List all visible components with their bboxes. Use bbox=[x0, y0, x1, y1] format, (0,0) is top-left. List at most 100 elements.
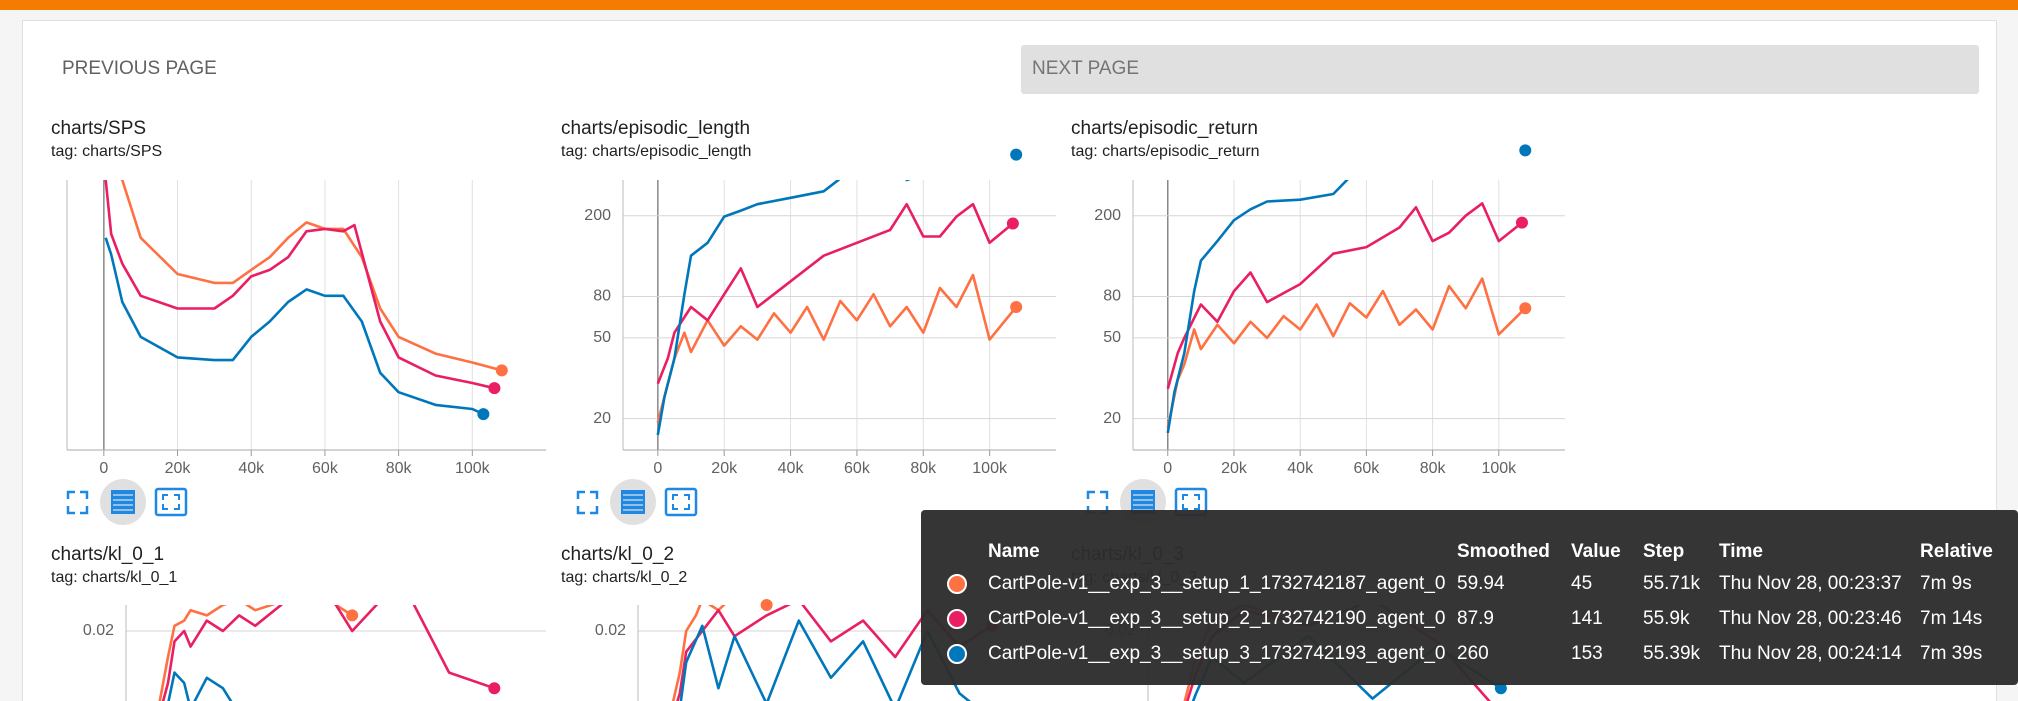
next-page-button[interactable] bbox=[1021, 45, 1979, 94]
tooltip-cell: CartPole-v1__exp_3__setup_1_1732742187_a… bbox=[988, 573, 1446, 594]
chart-title: charts/episodic_length bbox=[561, 118, 750, 139]
series-line bbox=[161, 605, 495, 701]
tooltip-cell: 45 bbox=[1571, 573, 1593, 594]
series-line bbox=[1166, 180, 1349, 434]
plot-lines bbox=[1166, 180, 1527, 434]
series-line bbox=[104, 237, 484, 416]
tooltip-header: Step bbox=[1643, 541, 1685, 562]
series-line bbox=[656, 202, 1014, 385]
y-tick-label: 80 bbox=[593, 288, 611, 305]
top-bar bbox=[0, 0, 2018, 10]
series-end-dot bbox=[1519, 144, 1532, 157]
tooltip-header: Smoothed bbox=[1457, 541, 1550, 562]
x-tick-label: 100k bbox=[455, 460, 491, 477]
x-tick-label: 60k bbox=[1353, 460, 1380, 477]
x-tick-label: 60k bbox=[312, 460, 339, 477]
fit-icon-corners bbox=[1182, 494, 1200, 510]
series-line bbox=[120, 180, 503, 372]
x-tick-label: 80k bbox=[386, 460, 413, 477]
y-tick-label: 50 bbox=[1103, 329, 1121, 346]
series-line bbox=[104, 180, 495, 390]
tooltip-header: Value bbox=[1571, 541, 1621, 562]
next-page-label[interactable]: NEXT PAGE bbox=[1032, 58, 1139, 79]
tooltip-cell: 260 bbox=[1457, 643, 1489, 664]
previous-page-button[interactable]: PREVIOUS PAGE bbox=[62, 58, 217, 79]
y-tick-label: 20 bbox=[1103, 410, 1121, 427]
tooltip-cell: CartPole-v1__exp_3__setup_3_1732742193_a… bbox=[988, 643, 1446, 664]
tooltip-cell: 59.94 bbox=[1457, 573, 1505, 594]
tooltip-cell: 7m 14s bbox=[1920, 608, 1983, 629]
y-tick-label: 0.02 bbox=[83, 622, 114, 639]
fullscreen-button[interactable] bbox=[576, 490, 599, 515]
tooltip-color-dot bbox=[947, 609, 967, 629]
series-end-dot bbox=[346, 609, 359, 622]
series-end-dot bbox=[1519, 302, 1532, 315]
series-line bbox=[167, 671, 233, 701]
series-end-dot bbox=[477, 408, 490, 421]
tooltip-header: Time bbox=[1719, 541, 1764, 562]
x-tick-label: 0 bbox=[99, 460, 108, 477]
fit-icon bbox=[664, 487, 698, 517]
x-tick-label: 40k bbox=[778, 460, 805, 477]
chart-title: charts/kl_0_1 bbox=[51, 544, 164, 565]
fit-icon-corners bbox=[672, 494, 690, 510]
tooltip-cell: 141 bbox=[1571, 608, 1603, 629]
y-tick-label: 200 bbox=[584, 207, 611, 224]
fullscreen-button[interactable] bbox=[1086, 490, 1109, 515]
y-tick-label: 0.02 bbox=[595, 622, 626, 639]
plot-lines bbox=[158, 605, 495, 701]
x-tick-label: 100k bbox=[972, 460, 1008, 477]
fullscreen-icon bbox=[576, 490, 599, 515]
series-end-dot bbox=[760, 599, 773, 611]
fullscreen-button[interactable] bbox=[66, 490, 89, 515]
series-end-dot bbox=[1010, 148, 1023, 161]
chart-title: charts/SPS bbox=[51, 118, 146, 139]
plot-lines bbox=[104, 180, 503, 416]
tooltip-cell: Thu Nov 28, 00:23:37 bbox=[1719, 573, 1902, 594]
series-end-dot bbox=[1515, 216, 1528, 229]
chart-tag: tag: charts/kl_0_1 bbox=[51, 569, 177, 586]
tooltip-cell: 55.39k bbox=[1643, 643, 1701, 664]
tooltip-color-dot bbox=[947, 644, 967, 664]
series-line bbox=[1166, 202, 1523, 390]
x-tick-label: 0 bbox=[653, 460, 662, 477]
fullscreen-icon bbox=[66, 490, 89, 515]
tooltip-cell: CartPole-v1__exp_3__setup_2_1732742190_a… bbox=[988, 608, 1446, 629]
series-end-dot bbox=[488, 682, 501, 695]
x-tick-label: 0 bbox=[1163, 460, 1172, 477]
fit-icon bbox=[154, 487, 188, 517]
tooltip-header: Relative bbox=[1920, 541, 1993, 562]
series-end-dot bbox=[488, 382, 501, 395]
x-tick-label: 20k bbox=[711, 460, 738, 477]
tooltip-cell: 55.9k bbox=[1643, 608, 1690, 629]
tooltip-cell: 153 bbox=[1571, 643, 1603, 664]
series-line bbox=[656, 180, 911, 436]
fullscreen-icon bbox=[1086, 490, 1109, 515]
y-tick-label: 50 bbox=[593, 329, 611, 346]
chart-title: charts/episodic_return bbox=[1071, 118, 1258, 139]
x-tick-label: 40k bbox=[1287, 460, 1314, 477]
fit-domain-button[interactable] bbox=[154, 487, 188, 517]
plot-lines bbox=[656, 180, 1018, 436]
tooltip: Name Smoothed Value Step Time Relative CartPol… bbox=[921, 510, 2018, 685]
tooltip-cell: 55.71k bbox=[1643, 573, 1701, 594]
fit-domain-button[interactable] bbox=[664, 487, 698, 517]
toggle-y-log-button[interactable] bbox=[610, 479, 656, 525]
chart-title: charts/kl_0_2 bbox=[561, 544, 674, 565]
y-tick-label: 80 bbox=[1103, 288, 1121, 305]
series-line bbox=[656, 273, 1018, 423]
series-end-dot bbox=[1494, 682, 1507, 695]
tooltip-cell: 87.9 bbox=[1457, 608, 1494, 629]
tooltip-cell: Thu Nov 28, 00:23:46 bbox=[1719, 608, 1902, 629]
chart-tag: tag: charts/SPS bbox=[51, 143, 162, 160]
series-end-dot bbox=[495, 364, 508, 377]
chart-tag: tag: charts/kl_0_2 bbox=[561, 569, 687, 586]
y-tick-label: 20 bbox=[593, 410, 611, 427]
x-tick-label: 100k bbox=[1481, 460, 1517, 477]
x-tick-label: 80k bbox=[910, 460, 937, 477]
toggle-y-log-button[interactable] bbox=[100, 479, 146, 525]
tooltip-cell: 7m 9s bbox=[1920, 573, 1972, 594]
tooltip-cell: Thu Nov 28, 00:24:14 bbox=[1719, 643, 1902, 664]
x-tick-label: 40k bbox=[238, 460, 265, 477]
